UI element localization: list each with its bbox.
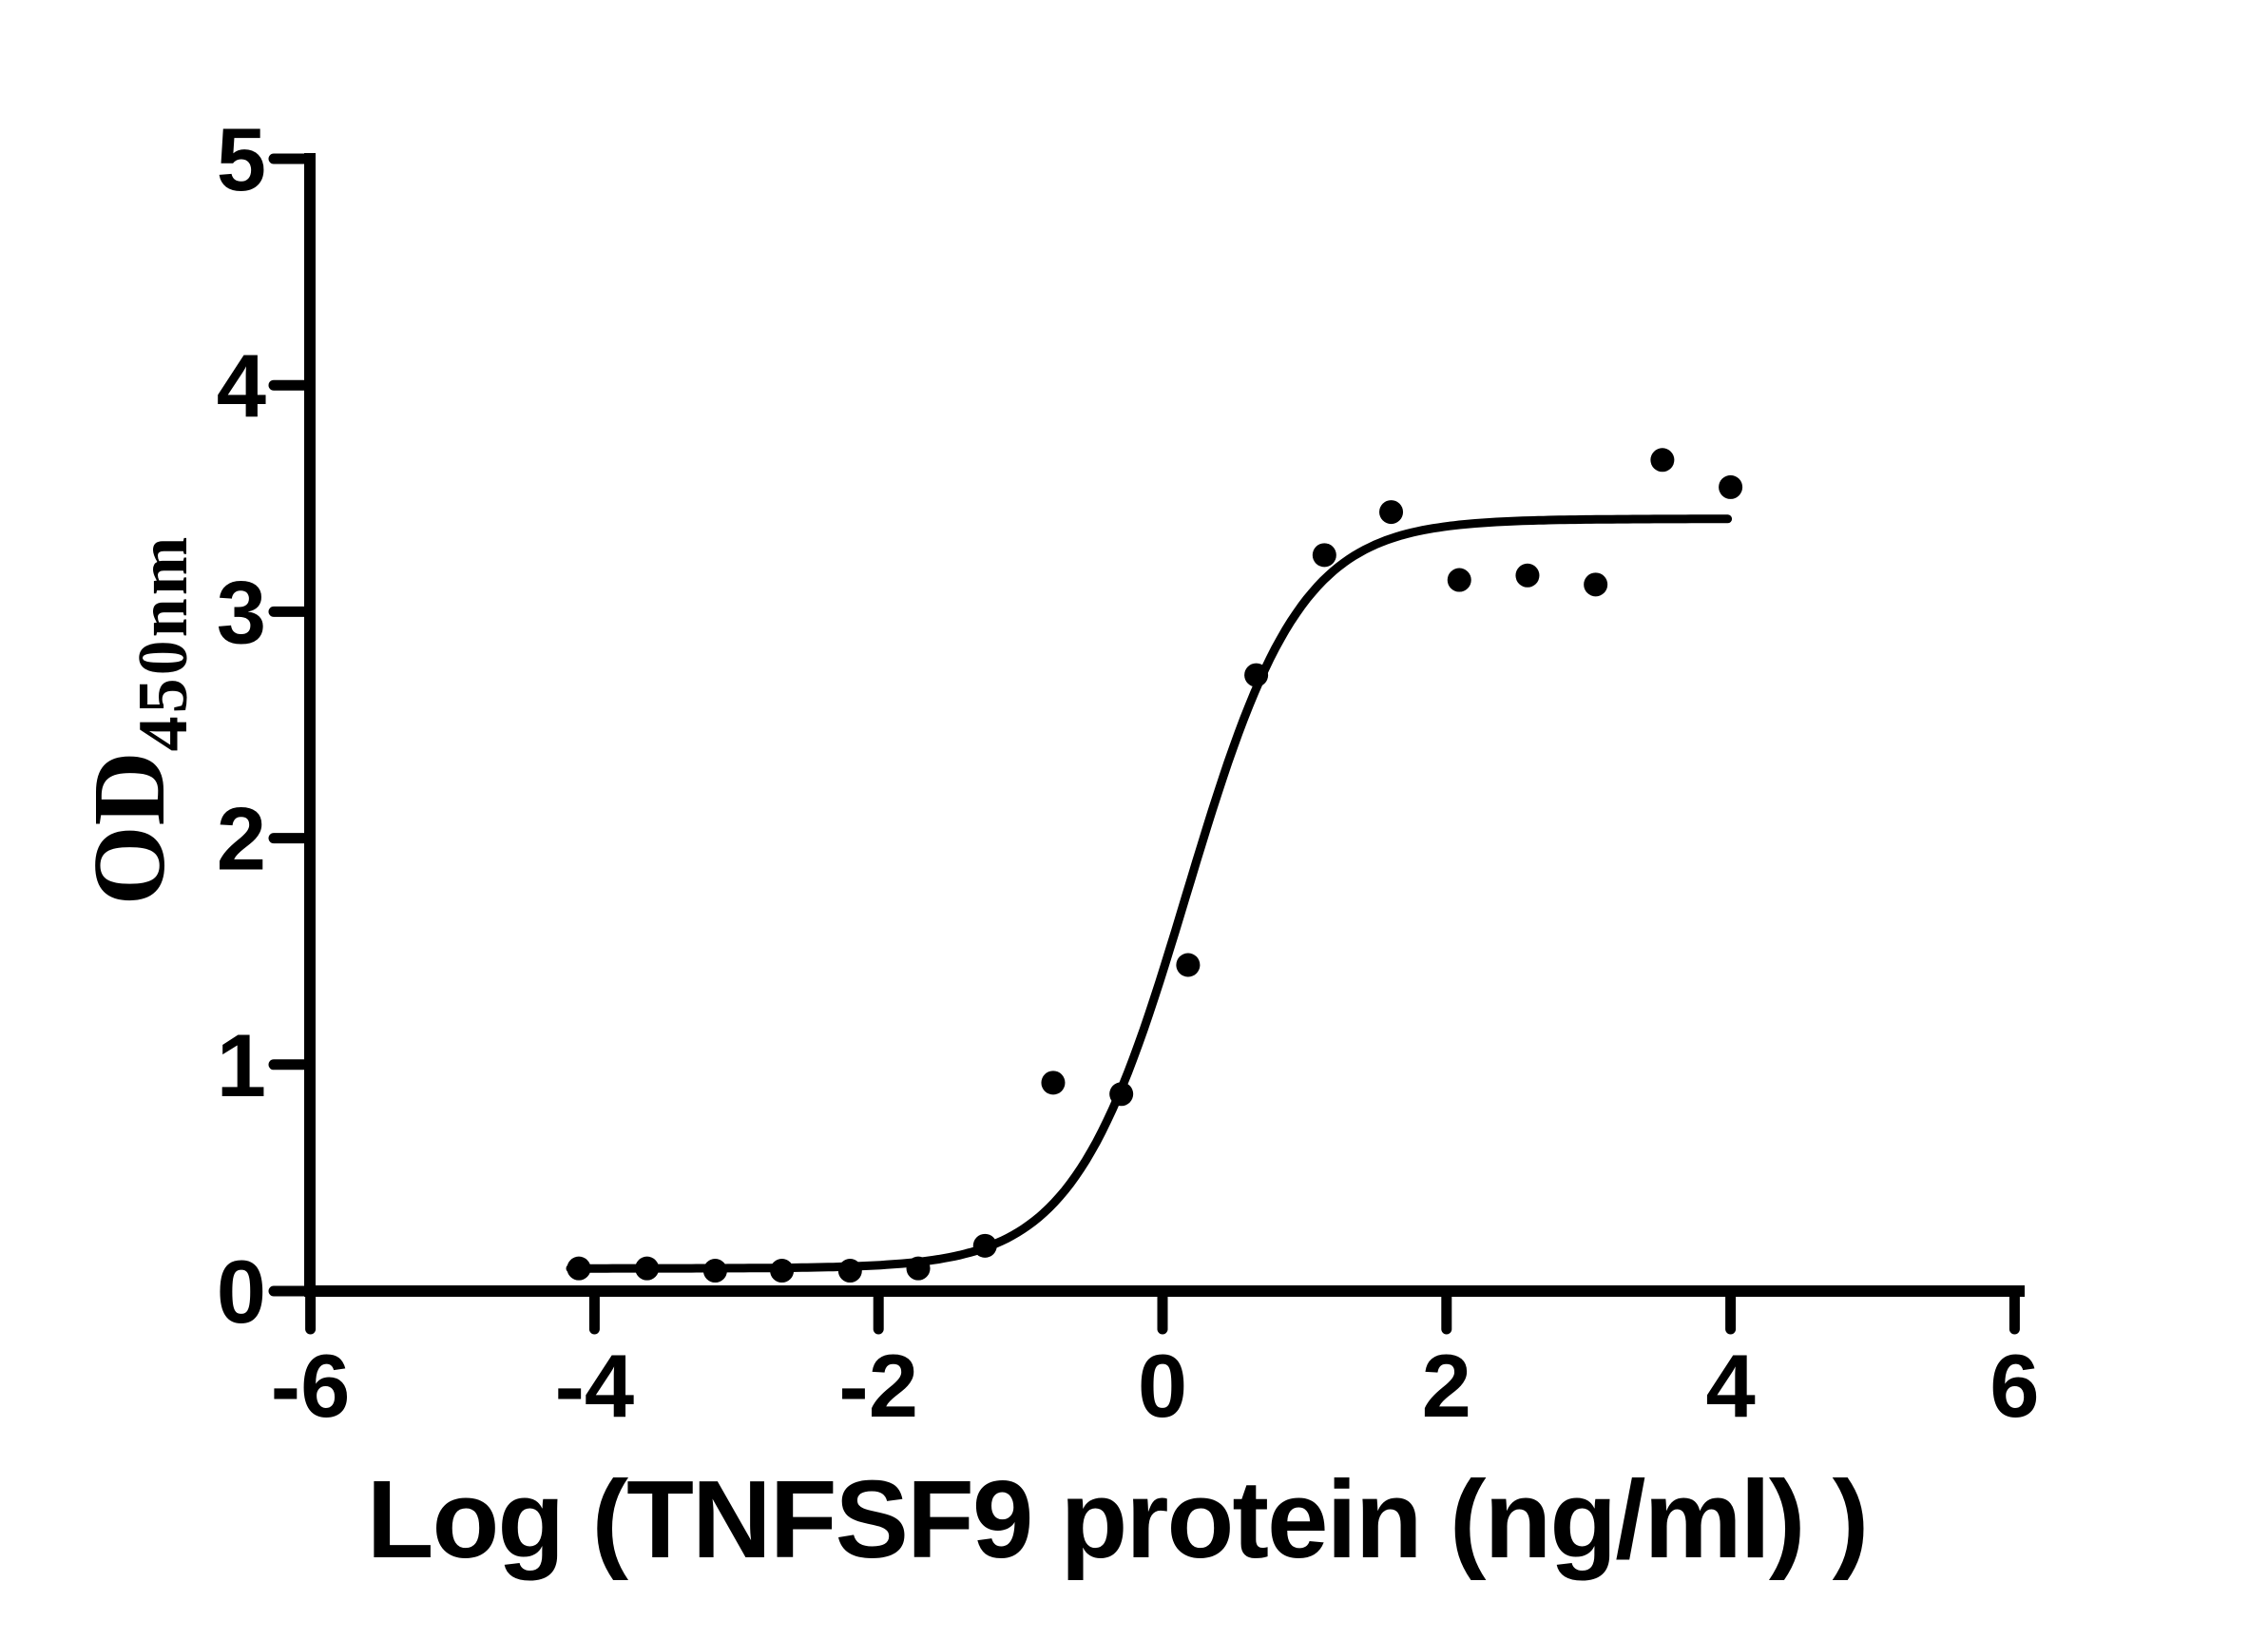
x-tick-label: -4 [555,1336,635,1436]
data-point [1719,474,1743,499]
y-axis-title-main: OD [73,751,186,905]
x-tick-label: -6 [271,1336,351,1436]
y-tick-label: 1 [217,1015,266,1115]
data-point [837,1259,862,1283]
data-point [567,1256,591,1281]
y-tick-label: 4 [217,336,266,435]
y-tick-label: 3 [217,562,266,662]
data-point [906,1256,931,1281]
data-point [1041,1071,1066,1095]
x-tick-label: -2 [838,1336,918,1436]
axes-layer: 0 1 2 3 4 5 -6 -4 -2 0 2 4 6 [217,109,2040,1436]
fit-curve-layer [566,514,1733,1273]
data-point [770,1259,795,1283]
y-axis-title-subscript: 450nm [125,534,202,752]
data-point [1176,953,1201,977]
x-tick-label: 0 [1138,1336,1187,1436]
y-tick-label: 2 [217,789,266,889]
data-points-layer [567,448,1743,1283]
data-point [1584,572,1608,597]
data-point [1650,448,1675,473]
data-point [1379,500,1404,525]
x-tick-label: 2 [1422,1336,1471,1436]
x-axis-title: Log (TNFSF9 protein (ng/ml) ) [367,1457,1868,1581]
data-point [635,1256,660,1281]
x-tick-label: 6 [1989,1336,2039,1436]
data-point [1244,663,1269,687]
x-tick-label: 4 [1705,1336,1755,1436]
data-point [1312,543,1336,568]
y-tick-label: 0 [217,1242,266,1341]
data-point [702,1259,727,1283]
y-tick-label: 5 [217,109,266,209]
data-point [1515,563,1540,588]
data-point [1109,1082,1134,1107]
y-axis-title: OD450nm [73,534,202,906]
data-point [1447,568,1471,592]
data-point [972,1233,997,1258]
fit-curve [566,514,1733,1273]
